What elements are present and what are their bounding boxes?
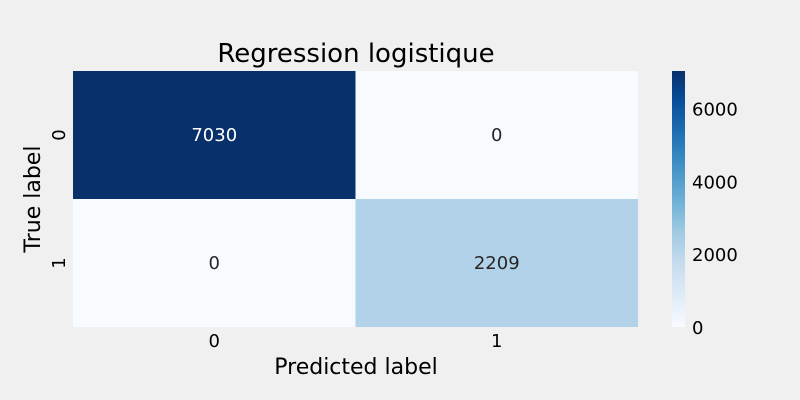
colorbar-tick-label: 4000 (692, 172, 738, 193)
heatmap-cell-labels: 7030 0 0 2209 (191, 125, 519, 274)
y-axis-ticks: 01 (49, 129, 70, 268)
x-axis-label: Predicted label (274, 355, 437, 380)
heatmap-cell (355, 199, 638, 327)
colorbar-tick-label: 2000 (692, 245, 738, 266)
y-tick-label: 0 (49, 129, 70, 140)
heatmap-cell (73, 199, 356, 327)
cell-value-label: 0 (491, 125, 502, 146)
y-axis-label: True label (21, 146, 46, 254)
colorbar-ticks: 0 2000 4000 6000 (692, 100, 738, 339)
cell-value-label: 0 (209, 253, 220, 274)
cell-value-label: 2209 (474, 253, 520, 274)
x-tick-label: 0 (209, 331, 220, 352)
cell-value-label: 7030 (191, 125, 237, 146)
colorbar (672, 71, 685, 327)
y-tick-label: 1 (49, 257, 70, 268)
heatmap-cell (73, 71, 356, 199)
x-tick-label: 1 (491, 331, 502, 352)
heatmap-cell (355, 71, 638, 199)
colorbar-tick-label: 6000 (692, 100, 738, 121)
chart-title: Regression logistique (217, 39, 494, 69)
heatmap-cells (73, 71, 638, 327)
colorbar-tick-label: 0 (692, 318, 703, 339)
